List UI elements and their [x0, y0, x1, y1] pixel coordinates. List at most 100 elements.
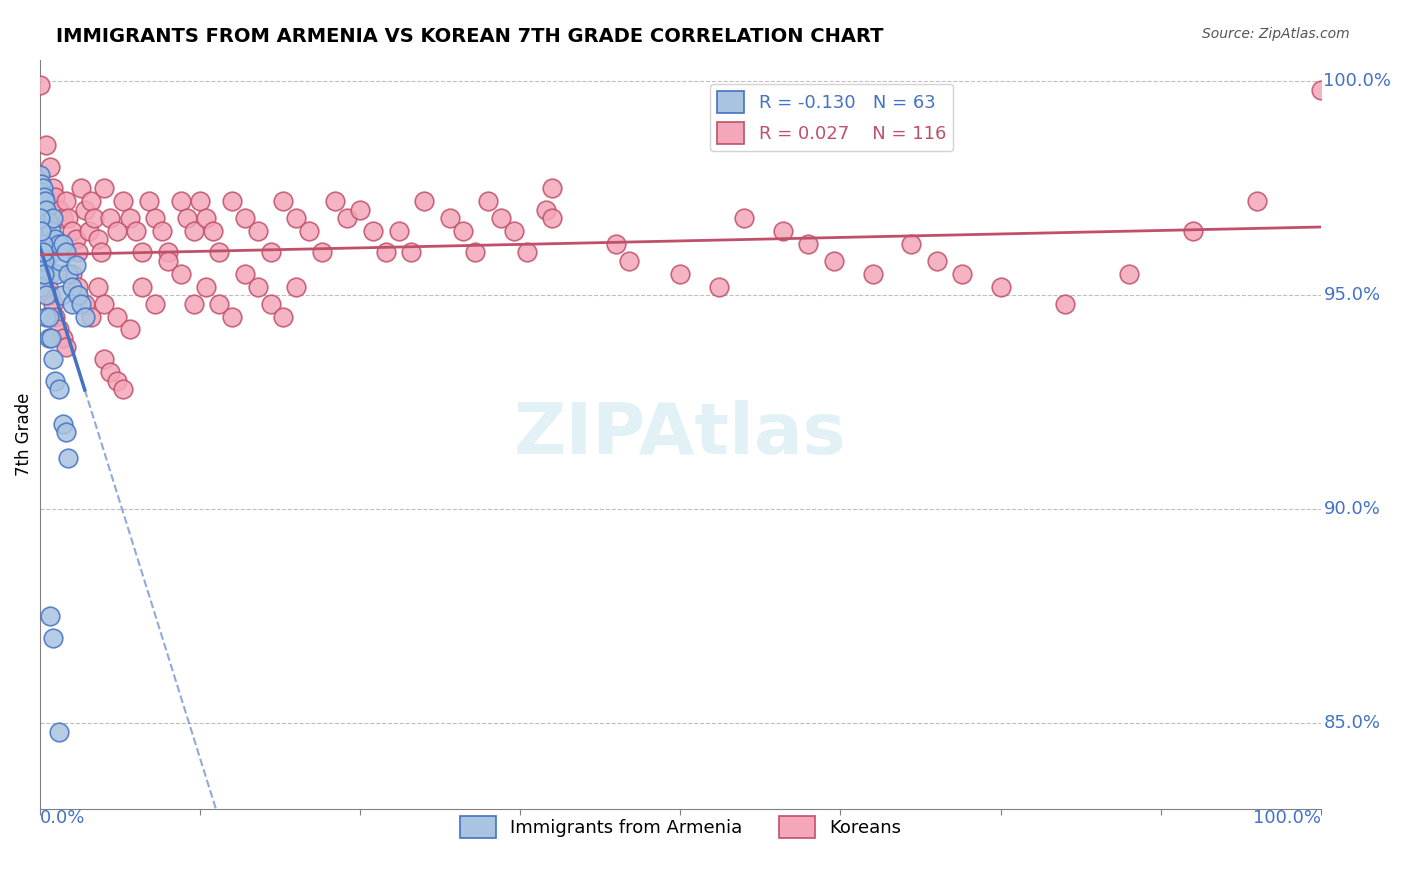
Point: [38, 331, 60, 345]
Point: [55, 425, 77, 440]
Point: [131, 279, 153, 293]
Point: [118, 322, 141, 336]
Point: [323, 194, 346, 208]
Point: [31, 219, 53, 234]
Point: [285, 279, 308, 293]
Point: [516, 245, 538, 260]
Point: [30, 224, 52, 238]
Point: [32, 232, 55, 246]
Point: [30, 198, 52, 212]
Point: [336, 211, 359, 225]
Point: [30, 207, 52, 221]
Point: [208, 297, 231, 311]
Point: [534, 202, 557, 217]
Point: [56, 211, 79, 225]
Point: [105, 224, 128, 238]
Point: [233, 211, 256, 225]
Point: [39, 609, 62, 624]
Point: [541, 181, 564, 195]
Text: Source: ZipAtlas.com: Source: ZipAtlas.com: [1202, 27, 1350, 41]
Text: IMMIGRANTS FROM ARMENIA VS KOREAN 7TH GRADE CORRELATION CHART: IMMIGRANTS FROM ARMENIA VS KOREAN 7TH GR…: [56, 27, 884, 45]
Point: [44, 189, 66, 203]
Point: [797, 236, 820, 251]
Point: [52, 211, 75, 225]
Point: [39, 160, 62, 174]
Point: [44, 310, 66, 324]
Point: [1309, 82, 1331, 96]
Point: [387, 224, 409, 238]
Point: [900, 236, 922, 251]
Point: [125, 224, 148, 238]
Point: [176, 211, 198, 225]
Point: [208, 245, 231, 260]
Point: [48, 383, 70, 397]
Point: [862, 267, 884, 281]
Point: [990, 279, 1012, 293]
Point: [30, 215, 52, 229]
Point: [65, 258, 87, 272]
Point: [31, 202, 53, 217]
Text: 95.0%: 95.0%: [1323, 286, 1381, 304]
Point: [70, 297, 93, 311]
Point: [105, 374, 128, 388]
Point: [246, 224, 269, 238]
Point: [48, 322, 70, 336]
Point: [56, 450, 79, 465]
Point: [73, 202, 96, 217]
Point: [42, 211, 65, 225]
Point: [477, 194, 499, 208]
Text: 0.0%: 0.0%: [39, 809, 86, 827]
Point: [188, 194, 211, 208]
Point: [34, 224, 56, 238]
Point: [464, 245, 486, 260]
Point: [273, 194, 295, 208]
Point: [42, 352, 65, 367]
Point: [374, 245, 396, 260]
Point: [55, 245, 77, 260]
Point: [35, 202, 58, 217]
Point: [1246, 194, 1268, 208]
Point: [83, 211, 105, 225]
Point: [93, 297, 115, 311]
Text: 85.0%: 85.0%: [1323, 714, 1381, 732]
Point: [42, 181, 65, 195]
Point: [1118, 267, 1140, 281]
Point: [51, 288, 73, 302]
Point: [38, 310, 60, 324]
Point: [55, 194, 77, 208]
Point: [37, 279, 59, 293]
Point: [112, 383, 135, 397]
Point: [925, 253, 948, 268]
Point: [707, 279, 730, 293]
Point: [73, 297, 96, 311]
Text: 100.0%: 100.0%: [1253, 809, 1320, 827]
Point: [32, 245, 55, 260]
Point: [48, 725, 70, 739]
Point: [157, 253, 180, 268]
Point: [143, 211, 166, 225]
Point: [221, 310, 243, 324]
Point: [80, 194, 103, 208]
Point: [48, 202, 70, 217]
Point: [60, 224, 83, 238]
Point: [349, 202, 371, 217]
Point: [32, 211, 55, 225]
Point: [80, 310, 103, 324]
Point: [112, 194, 135, 208]
Point: [30, 279, 52, 293]
Point: [39, 267, 62, 281]
Point: [1181, 224, 1204, 238]
Text: 90.0%: 90.0%: [1323, 500, 1381, 518]
Point: [52, 417, 75, 431]
Point: [35, 253, 58, 268]
Point: [259, 297, 281, 311]
Point: [31, 228, 53, 243]
Point: [35, 138, 58, 153]
Point: [105, 310, 128, 324]
Point: [86, 279, 108, 293]
Point: [31, 253, 53, 268]
Point: [49, 253, 72, 268]
Point: [221, 194, 243, 208]
Point: [28, 253, 51, 268]
Point: [31, 181, 53, 195]
